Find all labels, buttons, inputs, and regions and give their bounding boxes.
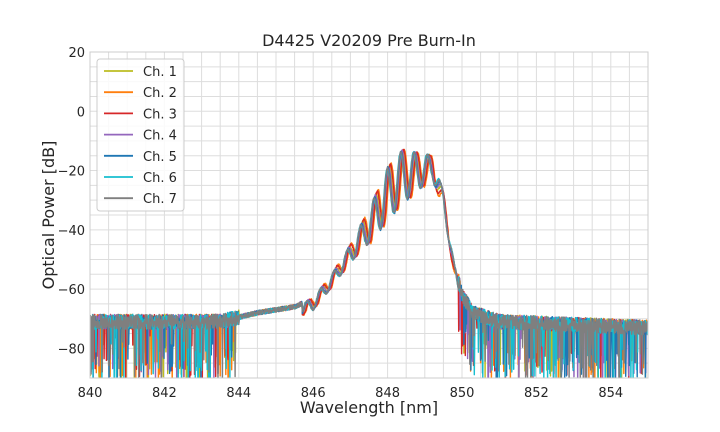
x-tick-label: 848 bbox=[375, 386, 400, 401]
legend-label: Ch. 2 bbox=[143, 86, 177, 101]
y-tick-label: −20 bbox=[58, 165, 85, 180]
x-axis-label: Wavelength [nm] bbox=[300, 398, 438, 417]
legend-label: Ch. 3 bbox=[143, 107, 177, 122]
x-tick-label: 846 bbox=[301, 386, 326, 401]
legend-label: Ch. 4 bbox=[143, 129, 177, 144]
legend-label: Ch. 7 bbox=[143, 192, 177, 207]
y-tick-labels: 20 0 −20 −40 −60 −80 bbox=[58, 46, 85, 357]
y-tick-label: 20 bbox=[68, 46, 85, 61]
legend-label: Ch. 1 bbox=[143, 65, 177, 80]
x-tick-label: 844 bbox=[226, 386, 251, 401]
x-tick-labels: 840 842 844 846 848 850 852 854 bbox=[78, 386, 624, 401]
legend-label: Ch. 6 bbox=[143, 171, 177, 186]
y-axis-label: Optical Power [dB] bbox=[39, 141, 58, 290]
x-tick-label: 850 bbox=[450, 386, 475, 401]
plot-frame bbox=[89, 51, 649, 379]
x-tick-label: 852 bbox=[524, 386, 549, 401]
x-tick-label: 840 bbox=[78, 386, 103, 401]
x-tick-label: 842 bbox=[152, 386, 177, 401]
legend: Ch. 1 Ch. 2 Ch. 3 Ch. 4 Ch. 5 Ch. 6 Ch. 7 bbox=[96, 58, 185, 212]
y-tick-label: 0 bbox=[77, 105, 85, 120]
legend-label: Ch. 5 bbox=[143, 150, 177, 165]
y-tick-label: −80 bbox=[58, 342, 85, 357]
data-lines bbox=[90, 148, 648, 378]
series-line-7 bbox=[90, 150, 648, 378]
chart-title: D4425 V20209 Pre Burn-In bbox=[262, 31, 476, 50]
y-tick-label: −40 bbox=[58, 224, 85, 239]
x-tick-label: 854 bbox=[598, 386, 623, 401]
legend-box bbox=[96, 58, 185, 212]
y-tick-label: −60 bbox=[58, 283, 85, 298]
